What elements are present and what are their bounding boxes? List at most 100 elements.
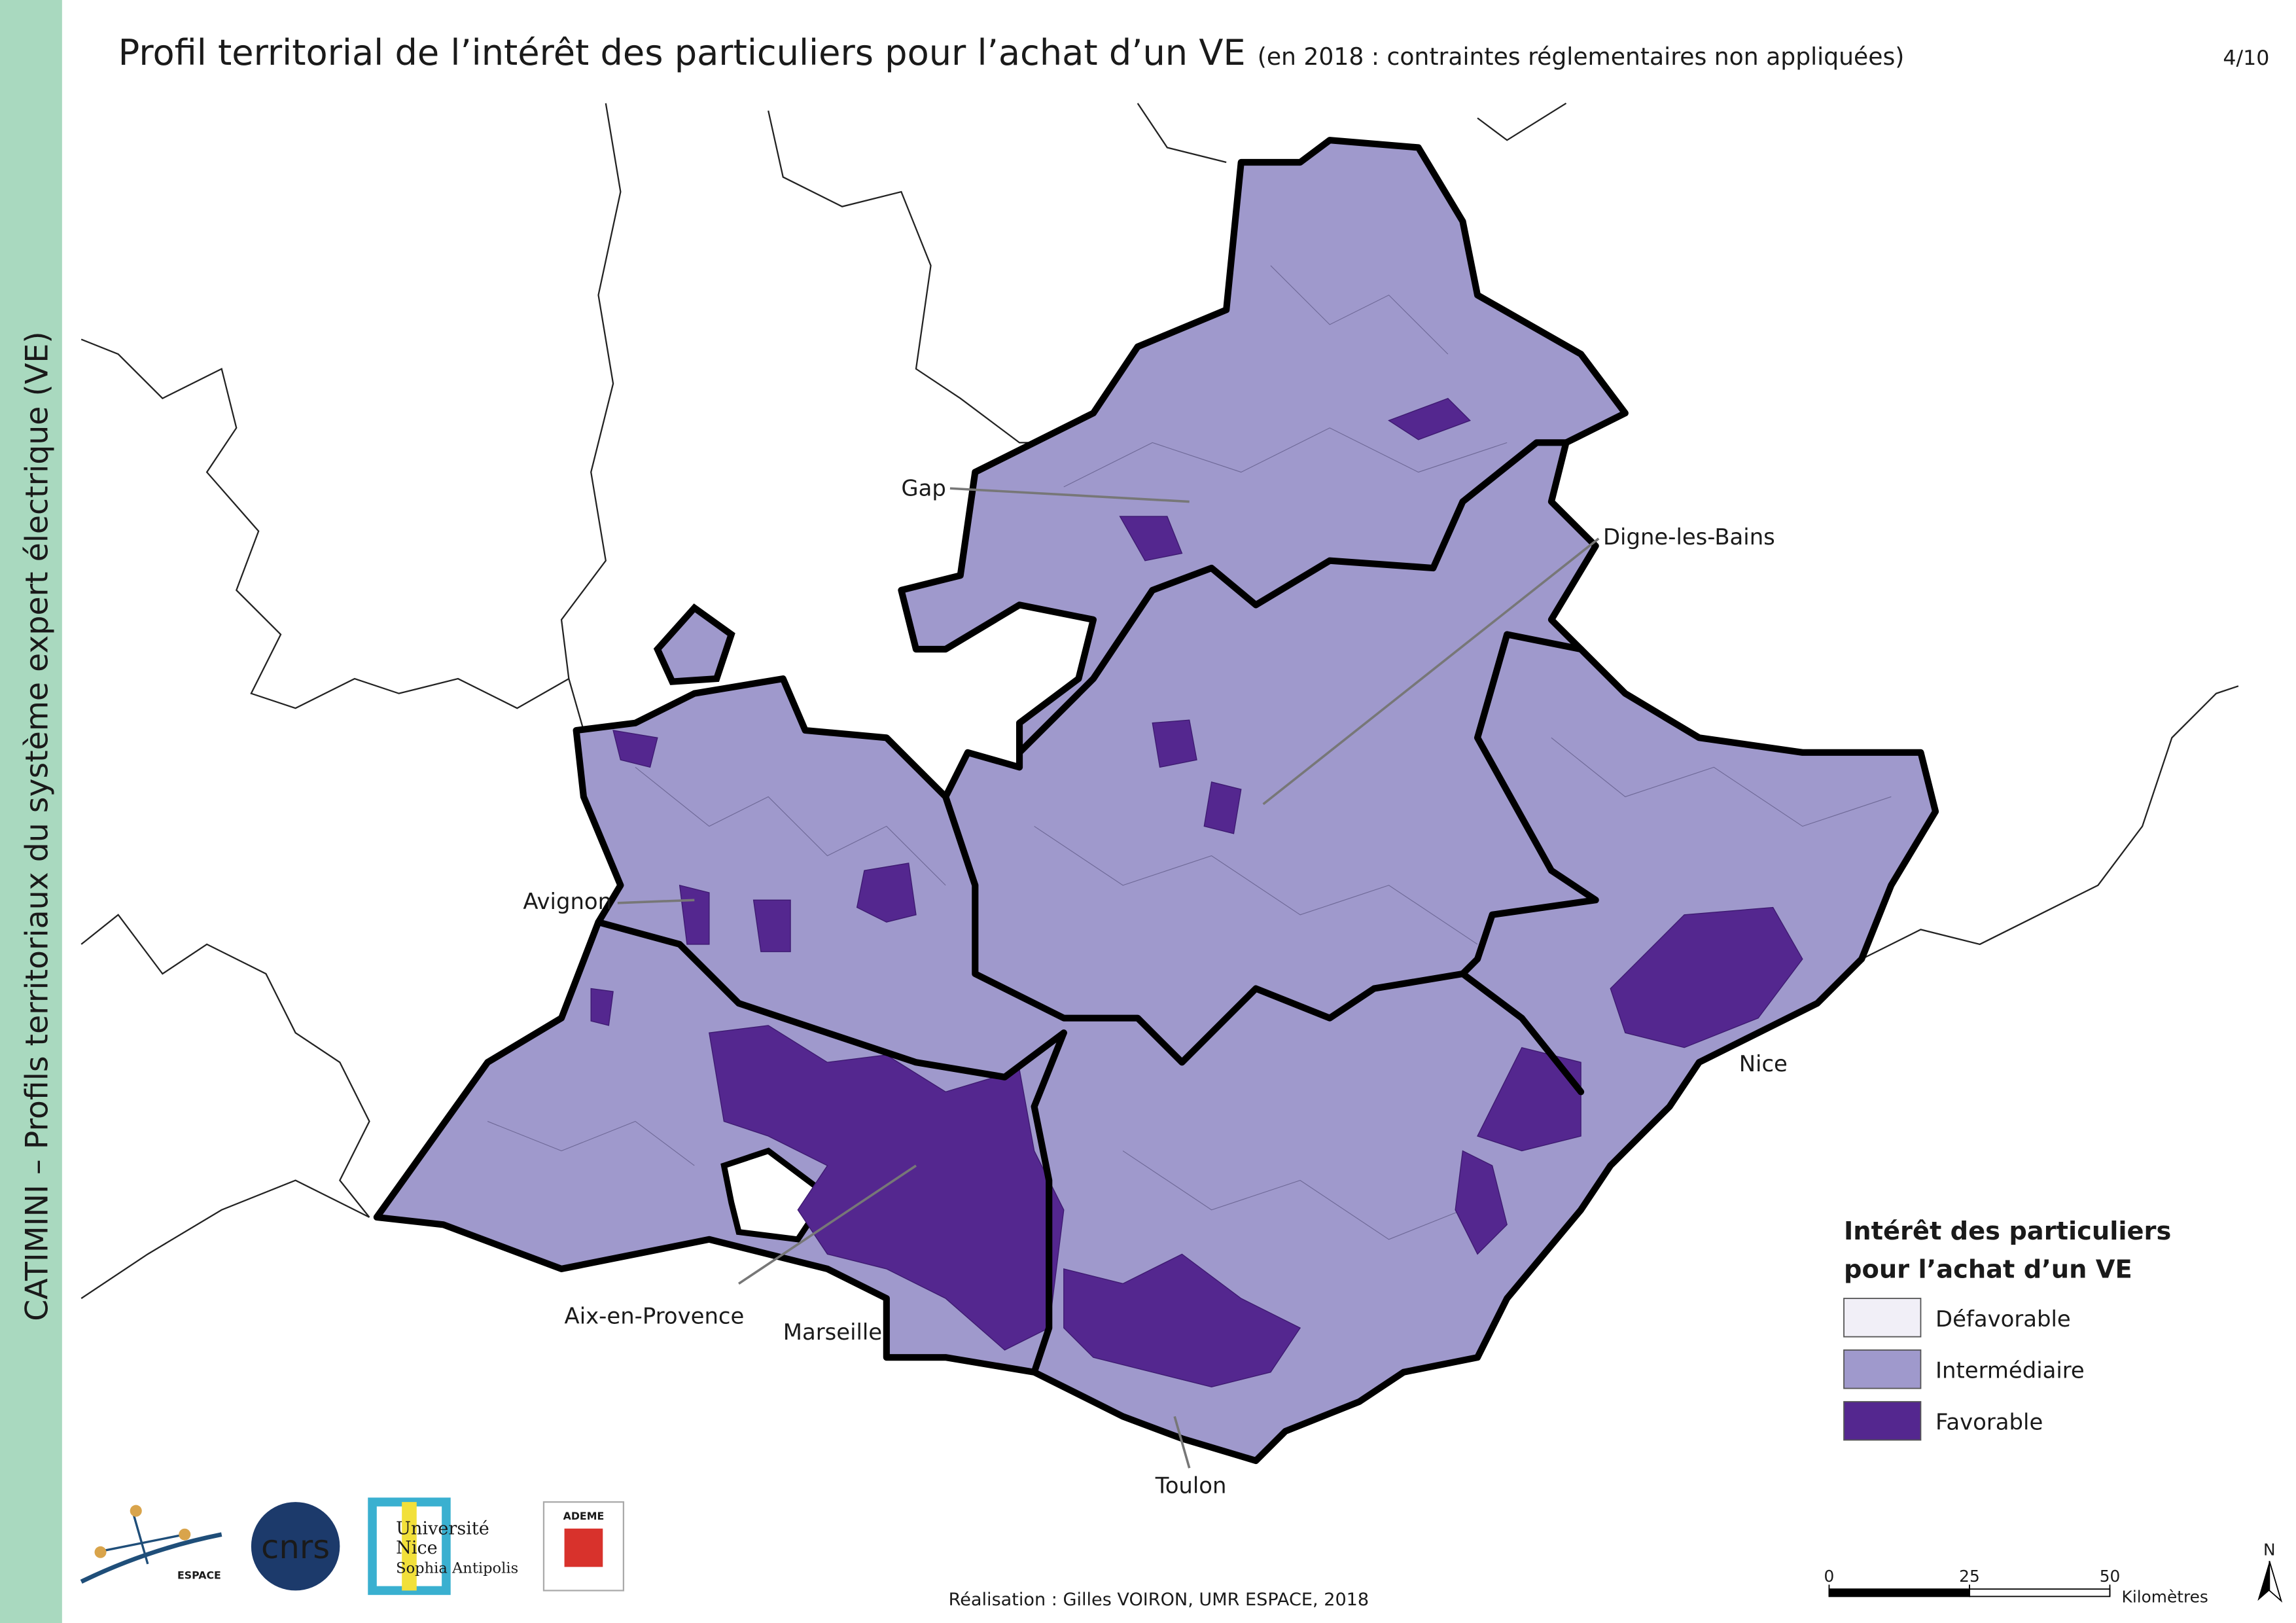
favorable-zone — [856, 863, 917, 923]
logo-text: Université — [396, 1519, 489, 1539]
favorable-zone — [1119, 516, 1183, 562]
commune-line — [1122, 1150, 1463, 1240]
leader-line — [738, 1164, 917, 1285]
logo-dot — [94, 1546, 107, 1558]
neighbour-border — [80, 338, 569, 709]
region — [373, 137, 1939, 1465]
north-arrow-left — [2257, 1561, 2270, 1601]
legend-label: Favorable — [1935, 1410, 2043, 1435]
legend: Intérêt des particuliers pour l’achat d’… — [1843, 1217, 2171, 1441]
north-arrow: N — [2257, 1540, 2283, 1603]
leader-line — [617, 899, 695, 904]
legend-title: Intérêt des particuliers — [1844, 1217, 2171, 1246]
favorable-zone — [1455, 1150, 1508, 1255]
logo-university: Université Nice Sophia Antipolis — [368, 1497, 518, 1596]
neighbour-border — [1477, 102, 1567, 141]
region-area — [373, 137, 1939, 1465]
favorable-zone — [1610, 906, 1803, 1048]
etang-de-berre — [720, 1147, 832, 1243]
enclave — [653, 603, 735, 685]
logos: ESPACE cnrs Université Nice Sophia Antip… — [80, 1497, 625, 1596]
department-border — [942, 793, 1585, 1096]
department-border — [1459, 631, 1599, 978]
north-label: N — [2263, 1540, 2276, 1559]
legend-swatch — [1843, 1349, 1922, 1389]
title: Profil territorial de l’intérêt des part… — [118, 32, 1905, 73]
favorable-zone — [709, 1025, 1065, 1351]
favorable-zone — [752, 899, 791, 952]
logo-text: ADEME — [563, 1510, 605, 1522]
commune-line — [1034, 826, 1478, 945]
legend-label: Défavorable — [1935, 1306, 2071, 1332]
scale-tick-label: 25 — [1959, 1567, 1980, 1586]
page-number: 4/10 — [2223, 46, 2269, 70]
city-label: Gap — [901, 476, 945, 501]
favorable-zone — [1477, 1046, 1581, 1152]
logo-shape — [564, 1528, 603, 1567]
sidebar-text: CATIMINI – Profils territoriaux du systè… — [19, 331, 55, 1321]
leader-line — [1173, 1416, 1191, 1469]
neighbour-border — [1137, 103, 1227, 164]
city-label: Digne-les-Bains — [1603, 524, 1775, 550]
neighbour-border — [768, 110, 1034, 444]
neighbour-border — [1861, 685, 2239, 960]
favorable-zone — [1063, 1253, 1301, 1387]
sidebar-band — [0, 0, 62, 1623]
logo-text: ESPACE — [177, 1569, 221, 1581]
favorable-zone — [590, 988, 614, 1026]
scale-segment — [1969, 1588, 2111, 1597]
legend-swatch — [1843, 1400, 1922, 1441]
city-label: Aix-en-Provence — [565, 1303, 745, 1329]
department-border — [595, 919, 1067, 1080]
logo-shape — [251, 1502, 340, 1591]
logo-shape — [96, 1512, 185, 1565]
credit: Réalisation : Gilles VOIRON, UMR ESPACE,… — [949, 1590, 1369, 1610]
neighbour-border — [80, 1179, 370, 1299]
scale-tick-label: 50 — [2100, 1567, 2121, 1586]
logo-text: Nice — [396, 1538, 438, 1558]
logo-shape — [80, 1532, 222, 1584]
commune-line — [1063, 427, 1508, 488]
city-labels: Gap Digne-les-Bains Avignon Nice Aix-en-… — [523, 476, 1788, 1499]
scale-segment — [1828, 1588, 1970, 1597]
commune-line — [635, 766, 946, 886]
city-label: Toulon — [1155, 1473, 1227, 1499]
legend-swatch — [1843, 1298, 1922, 1338]
commune-line — [487, 1120, 695, 1166]
leader-line — [949, 487, 1190, 503]
commune-line — [1551, 737, 1892, 827]
favorable-zone — [1203, 781, 1242, 834]
subtitle: (en 2018 : contraintes réglementaires no… — [1258, 43, 1905, 71]
city-label: Nice — [1739, 1051, 1788, 1077]
favorable-zone — [612, 730, 658, 768]
favorable-zone — [1388, 397, 1471, 440]
logo-dot — [179, 1528, 191, 1541]
department-border — [1031, 1029, 1067, 1376]
department-border — [1016, 439, 1570, 756]
logo-cnrs: cnrs — [251, 1502, 340, 1591]
favorable-zones — [590, 397, 1803, 1387]
city-label: Avignon — [523, 889, 612, 914]
logo-shape — [402, 1502, 417, 1591]
north-arrow-right — [2269, 1561, 2283, 1603]
title-main: Profil territorial de l’intérêt des part… — [118, 32, 1246, 73]
logo-text: cnrs — [261, 1528, 330, 1566]
city-label: Marseille — [783, 1319, 882, 1345]
neighbour-borders — [80, 102, 2239, 1299]
logo-espace: ESPACE — [80, 1505, 222, 1584]
leader-line — [1262, 537, 1600, 806]
department-borders — [595, 439, 1599, 1376]
scale-unit: Kilomètres — [2122, 1587, 2208, 1606]
neighbour-border — [80, 914, 370, 1218]
logo-dot — [130, 1505, 142, 1517]
legend-label: Intermédiaire — [1935, 1358, 2085, 1383]
commune-line — [1270, 265, 1449, 355]
neighbour-border — [560, 103, 622, 731]
legend-title: pour l’achat d’un VE — [1844, 1255, 2132, 1284]
logo-text: Sophia Antipolis — [396, 1560, 518, 1577]
scale-tick-label: 0 — [1824, 1567, 1835, 1586]
favorable-zone — [1152, 719, 1197, 768]
